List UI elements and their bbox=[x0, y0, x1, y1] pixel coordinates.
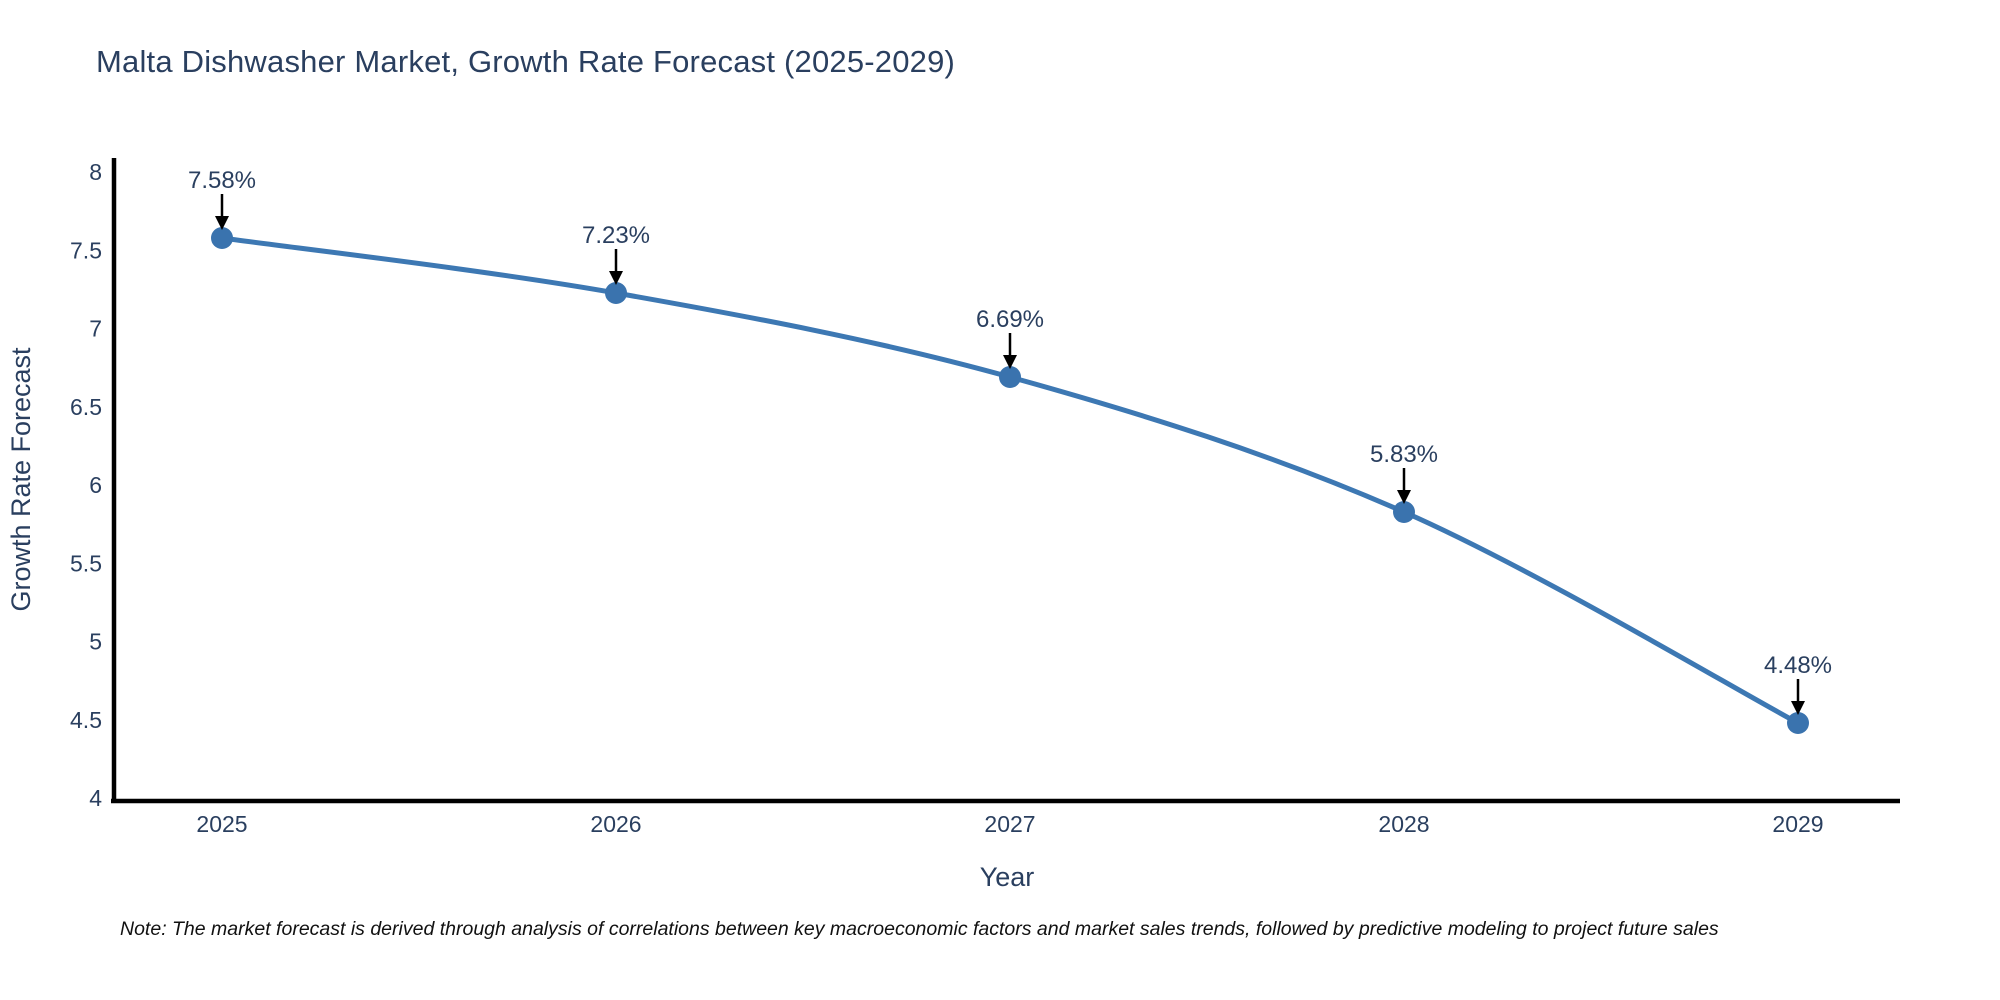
annotation-label: 7.23% bbox=[582, 222, 650, 249]
data-point bbox=[1787, 712, 1809, 734]
y-tick-label: 5.5 bbox=[70, 550, 102, 576]
data-point bbox=[1393, 501, 1415, 523]
annotation-arrowhead bbox=[609, 271, 623, 285]
annotation-label: 5.83% bbox=[1370, 441, 1438, 468]
y-tick-label: 5 bbox=[89, 629, 102, 655]
y-tick-label: 6.5 bbox=[70, 394, 102, 420]
chart-title: Malta Dishwasher Market, Growth Rate For… bbox=[96, 44, 956, 79]
footnote: Note: The market forecast is derived thr… bbox=[120, 918, 1719, 940]
annotation-label: 6.69% bbox=[976, 306, 1044, 333]
data-point bbox=[999, 366, 1021, 388]
x-tick-label: 2027 bbox=[984, 811, 1035, 837]
y-tick-label: 7.5 bbox=[70, 237, 102, 263]
annotation-arrowhead bbox=[215, 216, 229, 230]
y-tick-label: 7 bbox=[89, 316, 102, 342]
x-tick-label: 2025 bbox=[196, 811, 247, 837]
x-tick-label: 2026 bbox=[590, 811, 641, 837]
annotation-label: 4.48% bbox=[1764, 652, 1832, 679]
y-tick-label: 8 bbox=[89, 159, 102, 185]
data-point bbox=[211, 227, 233, 249]
x-tick-label: 2028 bbox=[1378, 811, 1429, 837]
y-tick-label: 6 bbox=[89, 472, 102, 498]
x-axis-title: Year bbox=[980, 862, 1035, 892]
annotation-label: 7.58% bbox=[188, 167, 256, 194]
y-tick-label: 4.5 bbox=[70, 707, 102, 733]
y-axis-title: Growth Rate Forecast bbox=[6, 347, 36, 612]
annotation-arrowhead bbox=[1791, 701, 1805, 715]
annotation-arrowhead bbox=[1003, 355, 1017, 369]
y-tick-label: 4 bbox=[89, 785, 102, 811]
x-tick-label: 2029 bbox=[1772, 811, 1823, 837]
data-point bbox=[605, 282, 627, 304]
annotation-arrowhead bbox=[1397, 490, 1411, 504]
